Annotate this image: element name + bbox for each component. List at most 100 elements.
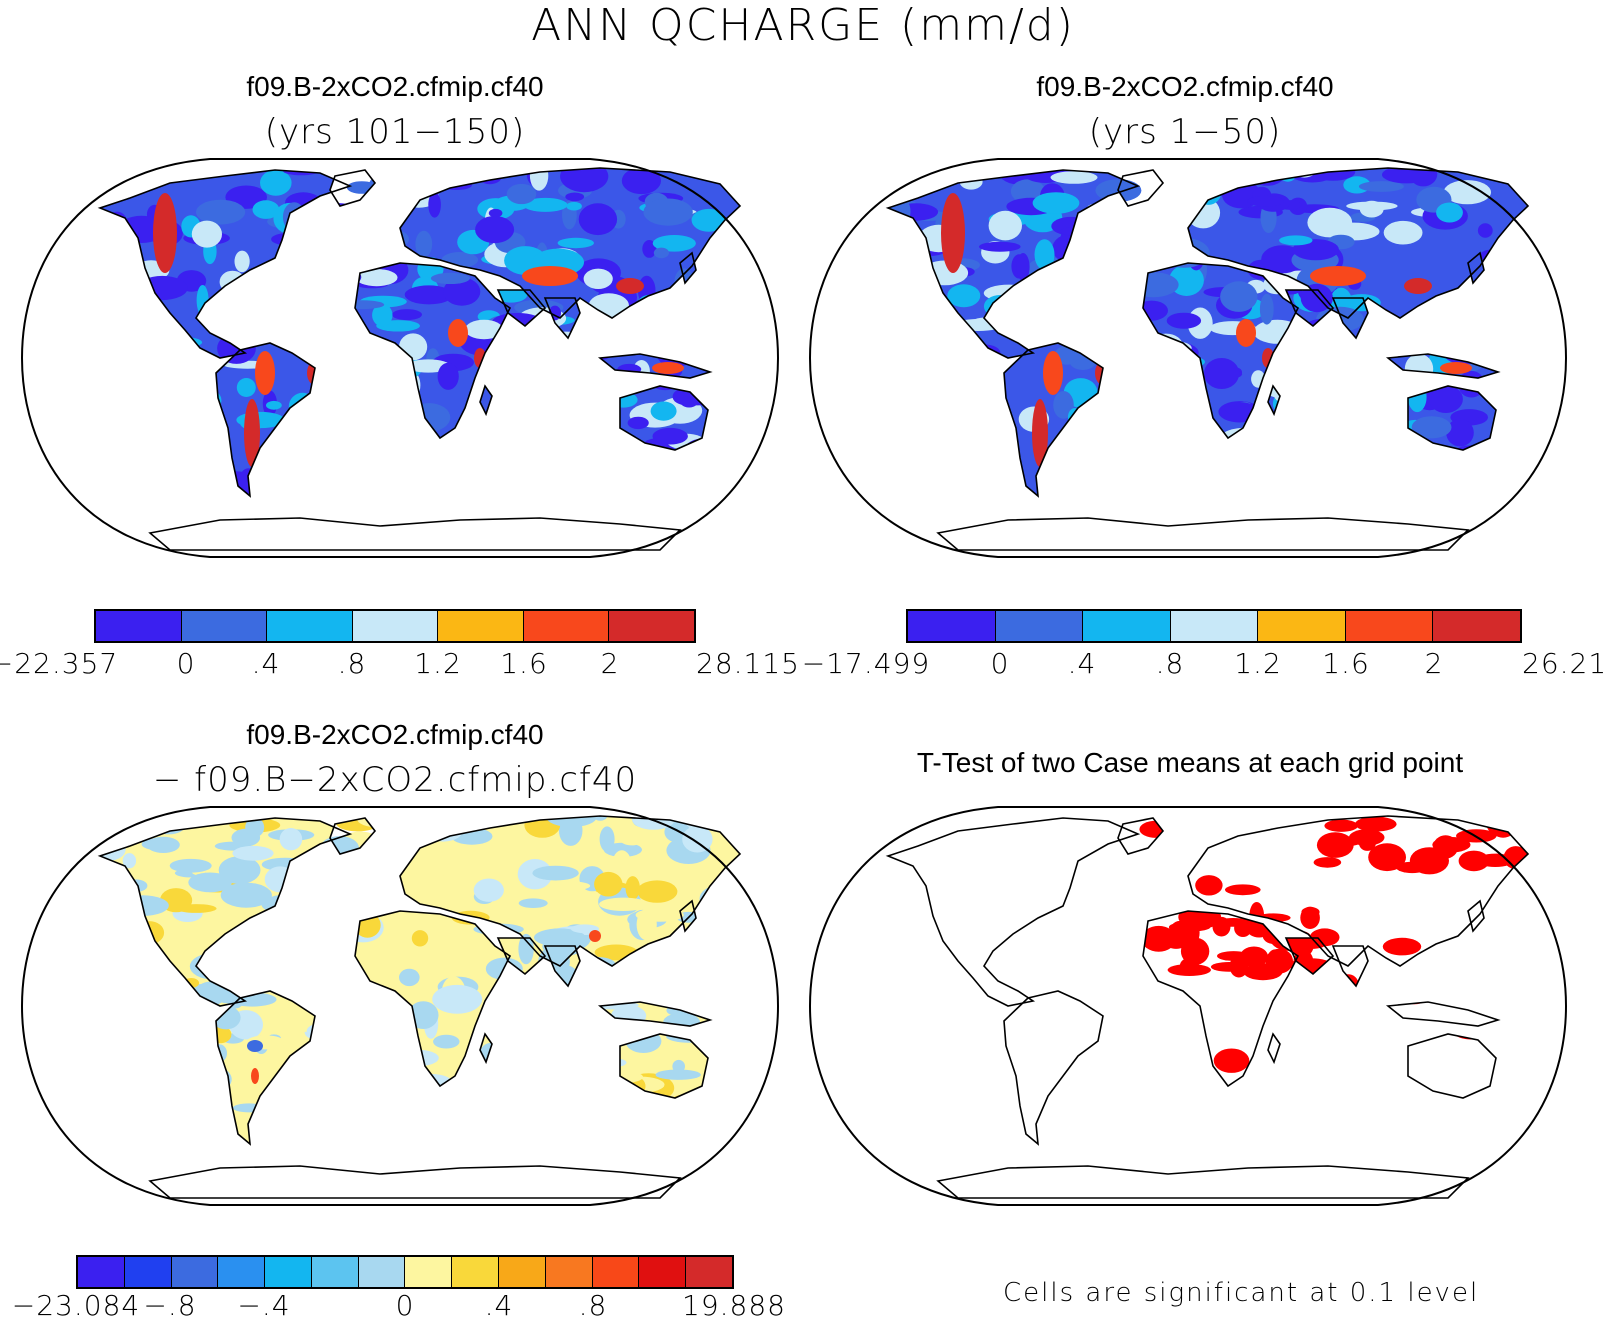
land-indonesia <box>1388 1002 1498 1026</box>
coastline <box>1267 384 1281 417</box>
colorbar-tick-label: −17.499 <box>801 647 931 680</box>
colorbar-swatch <box>438 611 524 641</box>
coastline <box>1385 1001 1501 1027</box>
coastline <box>97 169 353 359</box>
colorbar-tick-label: .8 <box>337 647 367 680</box>
colorbar-tick-label: −23.084 <box>11 1289 141 1322</box>
coastline <box>1187 167 1530 319</box>
colorbar-swatch <box>265 1257 312 1287</box>
significance-note: Cells are significant at 0.1 level <box>1003 1278 1480 1308</box>
coastline <box>1142 910 1300 1088</box>
colorbar-tick-label: −22.357 <box>0 647 119 680</box>
colorbar-tick-label: .4 <box>484 1289 514 1322</box>
panel-4-map <box>808 806 1568 1206</box>
main-title: ANN QCHARGE (mm/d) <box>531 0 1075 51</box>
high-recharge-region <box>448 319 468 347</box>
high-recharge-region <box>1310 266 1366 286</box>
colorbar-swatch <box>1258 611 1346 641</box>
coastline <box>329 169 377 207</box>
panel-2-map <box>808 158 1568 558</box>
colorbar-tick-label: 1.6 <box>500 647 548 680</box>
high-recharge-region <box>1032 399 1048 467</box>
coastline <box>1267 1032 1281 1065</box>
coastline <box>479 1032 493 1065</box>
colorbar-tick-label: 1.6 <box>1322 647 1370 680</box>
high-recharge-region <box>153 193 177 273</box>
high-recharge-region <box>652 362 684 374</box>
difference-hotspot <box>251 1068 259 1084</box>
high-recharge-region <box>941 193 965 273</box>
coastline <box>1467 251 1485 285</box>
coastline <box>399 815 742 967</box>
coastline <box>148 1165 682 1199</box>
coastline <box>679 251 697 285</box>
colorbar-tick-label: 2 <box>1424 647 1444 680</box>
colorbar-swatch <box>181 611 268 641</box>
panel-1-colorbar <box>94 609 696 643</box>
coastline <box>885 169 1141 359</box>
map-frame <box>20 806 780 1206</box>
panel-3-title: f09.B-2xCO2.cfmip.cf40 <box>246 719 544 750</box>
colorbar-swatch <box>609 611 695 641</box>
colorbar-tick-label: −.8 <box>143 1289 197 1322</box>
colorbar-tick-label: 19.888 <box>682 1289 786 1322</box>
coastline <box>597 1001 713 1027</box>
colorbar-swatch <box>452 1257 500 1287</box>
coastline <box>1331 945 1369 988</box>
panel-2-colorbar <box>906 609 1522 643</box>
colorbar-swatch <box>1083 611 1171 641</box>
colorbar-tick-label: 28.115 <box>696 647 800 680</box>
colorbar-swatch <box>686 1257 732 1287</box>
panel-2-title: f09.B-2xCO2.cfmip.cf40 <box>1036 71 1334 102</box>
map-frame <box>808 158 1568 558</box>
coastline <box>619 1033 709 1099</box>
colorbar-tick-label: 26.217 <box>1522 647 1606 680</box>
colorbar-swatch <box>908 611 996 641</box>
colorbar-swatch <box>499 1257 546 1287</box>
coastline <box>619 385 709 451</box>
colorbar-swatch <box>311 1257 359 1287</box>
coastline <box>215 990 316 1146</box>
coastline <box>936 517 1470 551</box>
colorbar-tick-label: .4 <box>251 647 281 680</box>
coastline <box>329 817 377 855</box>
colorbar-tick-label: 1.2 <box>414 647 462 680</box>
difference-hotspot <box>247 1040 263 1052</box>
high-recharge-region <box>1440 362 1472 374</box>
land-northAmerica <box>888 818 1138 1006</box>
difference-hotspot <box>589 930 601 942</box>
colorbar-swatch <box>523 611 610 641</box>
high-recharge-region <box>1043 351 1063 395</box>
land-antarctica <box>938 1166 1468 1198</box>
colorbar-swatch <box>171 1257 219 1287</box>
high-recharge-region <box>255 351 275 395</box>
land-antarctica <box>938 518 1468 550</box>
colorbar-swatch <box>639 1257 687 1287</box>
panel-3-subtitle: − f09.B−2xCO2.cfmip.cf40 <box>152 760 638 800</box>
coastline <box>1385 353 1501 379</box>
coastline <box>1117 169 1165 207</box>
colorbar-swatch <box>995 611 1084 641</box>
high-recharge-region <box>1404 278 1432 294</box>
panel-3-colorbar <box>76 1255 734 1289</box>
colorbar-swatch <box>592 1257 640 1287</box>
colorbar-swatch <box>267 611 353 641</box>
coastline <box>1142 262 1300 440</box>
colorbar-swatch <box>352 611 439 641</box>
coastline <box>1003 990 1104 1146</box>
colorbar-swatch <box>96 611 182 641</box>
colorbar-tick-label: .8 <box>578 1289 608 1322</box>
colorbar-tick-label: 2 <box>600 647 620 680</box>
colorbar-tick-label: −.4 <box>237 1289 291 1322</box>
coastline <box>97 817 353 1007</box>
coastline <box>1407 1033 1497 1099</box>
panel-4-title: T-Test of two Case means at each grid po… <box>916 747 1464 778</box>
colorbar-swatch <box>545 1257 593 1287</box>
land-antarctica <box>150 1166 680 1198</box>
coastline <box>679 899 697 933</box>
colorbar-swatch <box>1345 611 1434 641</box>
panel-1-title: f09.B-2xCO2.cfmip.cf40 <box>246 71 544 102</box>
colorbar-swatch <box>124 1257 172 1287</box>
map-frame <box>20 158 780 558</box>
coastline <box>1284 289 1335 328</box>
